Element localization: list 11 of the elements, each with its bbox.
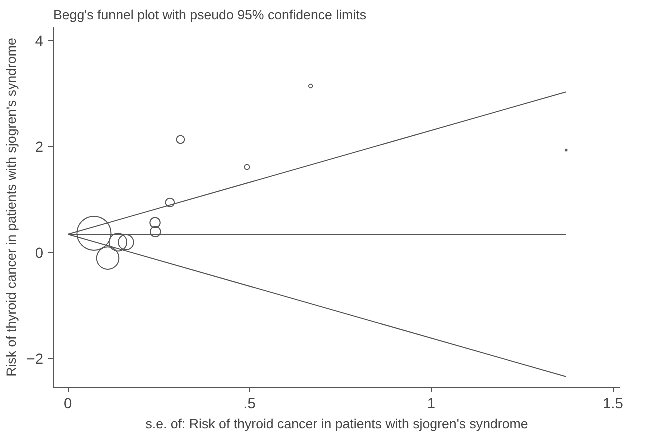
x-axis-title: s.e. of: Risk of thyroid cancer in patients with sjogren's syndrome (146, 416, 528, 432)
y-tick-label: −2 (26, 352, 44, 368)
x-tick-label: .5 (244, 396, 256, 412)
y-axis-title: Risk of thyroid cancer in patients with sjogren's syndrome (4, 38, 19, 377)
y-tick-label: 4 (35, 34, 44, 50)
chart-title: Begg's funnel plot with pseudo 95% confidence limits (54, 8, 367, 22)
y-tick-label: 2 (35, 140, 44, 156)
y-tick-label: 0 (35, 246, 44, 262)
x-tick-label: 1 (427, 396, 436, 412)
x-tick-label: 1.5 (603, 396, 624, 412)
x-tick-label: 0 (64, 396, 72, 412)
